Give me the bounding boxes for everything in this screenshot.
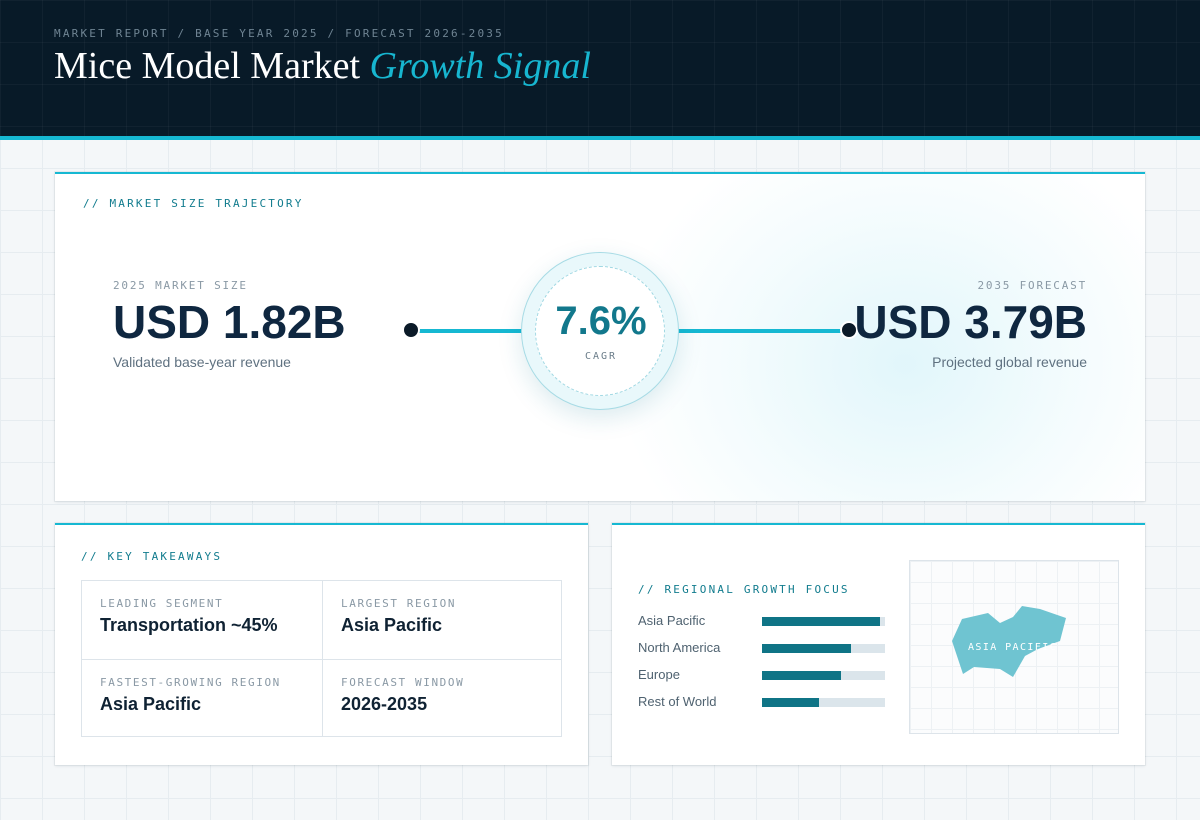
region-bar-label: Rest of World	[638, 694, 717, 709]
start-kpi-value: USD 1.82B	[113, 296, 346, 348]
region-bar	[762, 698, 819, 707]
takeaway-value: Asia Pacific	[100, 694, 202, 714]
takeaway-leading-segment: LEADING SEGMENT Transportation ~45%	[82, 581, 322, 659]
takeaways-label: // KEY TAKEAWAYS	[81, 550, 223, 563]
takeaway-label: LEADING SEGMENT	[100, 597, 224, 610]
region-bar-row: Asia Pacific	[638, 613, 888, 629]
takeaway-value: Asia Pacific	[341, 615, 443, 635]
end-kpi-desc: Projected global revenue	[932, 354, 1087, 370]
start-point-dot	[402, 321, 420, 339]
region-bar-row: Europe	[638, 667, 888, 683]
region-bar-row: Rest of World	[638, 694, 888, 710]
start-kpi-desc: Validated base-year revenue	[113, 354, 291, 370]
end-kpi-value: USD 3.79B	[854, 296, 1087, 348]
takeaway-label: FORECAST WINDOW	[341, 676, 465, 689]
region-bar	[762, 671, 841, 680]
region-bar	[762, 617, 881, 626]
takeaway-value: 2026-2035	[341, 694, 428, 714]
start-kpi-label: 2025 MARKET SIZE	[113, 279, 248, 292]
cagr-value: 7.6%	[555, 299, 647, 343]
asia-pacific-map-shape	[952, 606, 1066, 677]
regional-growth-panel: // REGIONAL GROWTH FOCUS Asia Pacific Nor…	[612, 523, 1145, 765]
title-accent: Growth Signal	[369, 45, 591, 87]
takeaway-fastest-growing-region: FASTEST-GROWING REGION Asia Pacific	[82, 659, 322, 737]
region-bar-label: Asia Pacific	[638, 613, 706, 628]
cagr-badge: 7.6% CAGR	[521, 252, 679, 410]
map-region-label: ASIA PACIFIC	[968, 642, 1057, 653]
regional-label: // REGIONAL GROWTH FOCUS	[638, 583, 850, 596]
takeaway-label: LARGEST REGION	[341, 597, 457, 610]
region-bar-track	[762, 671, 885, 680]
takeaways-grid: LEADING SEGMENT Transportation ~45% LARG…	[81, 580, 562, 737]
cagr-label: CAGR	[584, 351, 618, 362]
region-bar-track	[762, 698, 885, 707]
map-svg: ASIA PACIFIC	[952, 606, 1066, 677]
trajectory-line-right	[660, 329, 850, 333]
end-point-dot	[840, 321, 858, 339]
report-header: MARKET REPORT / BASE YEAR 2025 / FORECAS…	[0, 0, 1200, 140]
region-bar-track	[762, 644, 885, 653]
region-bar-track	[762, 617, 885, 626]
end-kpi-label: 2035 FORECAST	[977, 279, 1087, 292]
trajectory-line-left	[412, 329, 542, 333]
region-bar-row: North America	[638, 640, 888, 656]
page-title: Mice Model Market Growth Signal	[54, 44, 591, 88]
takeaway-largest-region: LARGEST REGION Asia Pacific	[322, 581, 562, 659]
region-bar-label: Europe	[638, 667, 680, 682]
takeaway-forecast-window: FORECAST WINDOW 2026-2035	[322, 659, 562, 737]
trajectory-label: // MARKET SIZE TRAJECTORY	[83, 197, 304, 210]
background-glow	[615, 174, 1145, 501]
takeaway-value: Transportation ~45%	[100, 615, 278, 635]
title-main: Mice Model Market	[54, 45, 361, 87]
region-bar-label: North America	[638, 640, 721, 655]
takeaway-label: FASTEST-GROWING REGION	[100, 676, 281, 689]
region-map: ASIA PACIFIC	[909, 560, 1119, 734]
region-bar	[762, 644, 851, 653]
key-takeaways-panel: // KEY TAKEAWAYS LEADING SEGMENT Transpo…	[55, 523, 588, 765]
market-size-trajectory-panel: // MARKET SIZE TRAJECTORY 2025 MARKET SI…	[55, 172, 1145, 501]
breadcrumb: MARKET REPORT / BASE YEAR 2025 / FORECAS…	[54, 27, 504, 40]
cagr-badge-inner: 7.6% CAGR	[535, 266, 665, 396]
